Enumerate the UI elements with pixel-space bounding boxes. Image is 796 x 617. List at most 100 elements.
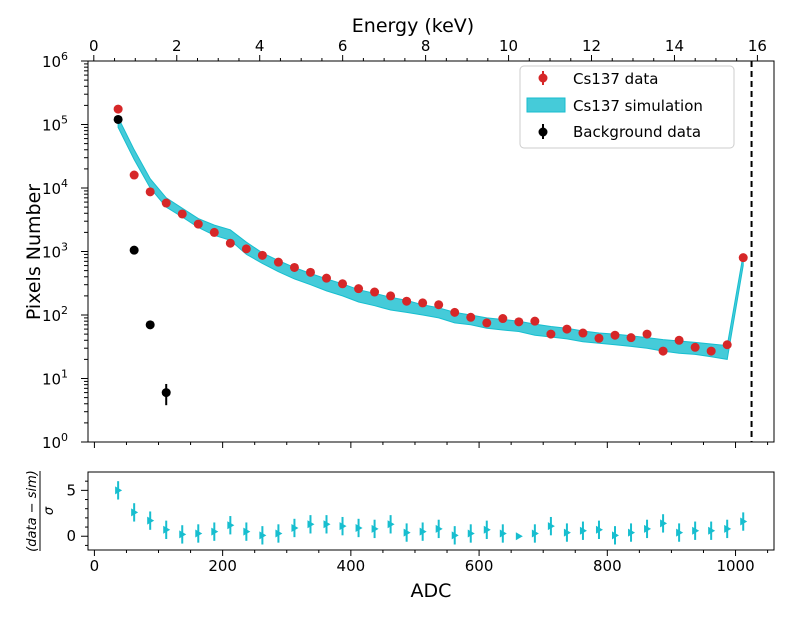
y-tick-exponent: 1 <box>61 368 68 381</box>
legend-label-background-data: Background data <box>573 123 701 141</box>
residual-point <box>387 520 395 529</box>
residual-point <box>179 530 187 539</box>
cs137-data-point <box>530 316 540 326</box>
residual-point <box>419 527 427 536</box>
top-x-tick-label: 16 <box>748 37 767 55</box>
y-tick-label: 100 <box>42 431 68 452</box>
residual-x-tick-label: 600 <box>465 557 494 575</box>
cs137-data-point <box>578 328 588 338</box>
legend-box <box>519 65 735 149</box>
residual-point <box>307 520 315 529</box>
top-x-tick-label: 4 <box>255 37 265 55</box>
residual-point <box>628 528 636 537</box>
residual-ylabel-numerator: (data − sim) <box>25 470 40 552</box>
residual-point <box>531 529 539 538</box>
background-data-point <box>161 388 171 398</box>
cs137-data-point <box>658 346 668 356</box>
top-x-tick-label: 2 <box>172 37 182 55</box>
cs137-data-point <box>241 244 251 254</box>
bottom-x-axis-ticks <box>93 442 769 448</box>
cs137-data-point <box>626 333 636 343</box>
cs137-data-point <box>161 198 171 208</box>
residual-point <box>275 529 283 538</box>
residual-point <box>515 532 523 541</box>
cs137-data-point <box>434 300 444 310</box>
residual-point <box>291 523 299 532</box>
cs137-data-point <box>129 170 139 180</box>
residual-point <box>724 524 732 533</box>
cs137-data-point <box>305 267 315 277</box>
top-x-tick-label: 12 <box>582 37 601 55</box>
cs137-data-point <box>418 298 428 308</box>
y-axis-title: Pixels Number <box>23 184 45 320</box>
cs137-data-point <box>209 227 219 237</box>
y-tick-label: 104 <box>42 177 68 198</box>
residual-point <box>467 529 475 538</box>
cs137-data-point <box>562 324 572 334</box>
residual-x-tick-label: 0 <box>90 557 100 575</box>
top-x-axis-ticks: 0 2 4 6 8 10 12 14 16 <box>89 37 767 61</box>
residual-point <box>131 508 139 517</box>
residual-point <box>644 524 652 533</box>
cs137-data-point <box>273 257 283 267</box>
top-x-tick-label: 0 <box>89 37 99 55</box>
background-data-point <box>129 245 139 255</box>
legend-entry-background-data: Background data <box>538 123 701 141</box>
legend-cs137-data-marker <box>538 73 548 83</box>
residual-point <box>403 528 411 537</box>
cs137-data-point <box>145 187 155 197</box>
residual-x-tick-label: 800 <box>593 557 622 575</box>
top-x-tick-label: 6 <box>338 37 348 55</box>
top-axis-title: Energy (keV) <box>352 15 474 37</box>
cs137-data-point <box>498 314 508 324</box>
cs137-data-point <box>690 342 700 352</box>
cs137-data-point <box>738 253 748 263</box>
residual-point <box>163 525 171 534</box>
residual-point <box>612 531 620 540</box>
legend-entry-cs137-simulation: Cs137 simulation <box>526 97 703 115</box>
cs137-data-point <box>594 333 604 343</box>
cs137-data-point <box>289 262 299 272</box>
top-x-tick-label: 10 <box>499 37 518 55</box>
residual-point <box>740 517 748 526</box>
background-data-point <box>113 114 123 124</box>
residual-point <box>259 531 267 540</box>
y-tick-exponent: 0 <box>61 431 68 444</box>
cs137-data-point <box>546 329 556 339</box>
simulation-band-group <box>117 117 744 360</box>
residual-point <box>660 519 668 528</box>
residual-point <box>211 527 219 536</box>
residual-point <box>323 520 331 529</box>
residual-point <box>483 525 491 534</box>
cs137-data-point <box>225 238 235 248</box>
cs137-data-point <box>354 284 364 294</box>
residual-point <box>147 516 155 525</box>
cs137-data-point <box>482 318 492 328</box>
cs137-data-point <box>402 296 412 306</box>
top-x-tick-label: 14 <box>665 37 684 55</box>
residual-point <box>499 529 507 538</box>
y-tick-label: 106 <box>42 50 68 71</box>
residual-point <box>371 524 379 533</box>
cs137-data-point <box>706 346 716 356</box>
legend-entry-cs137-data: Cs137 data <box>538 70 658 88</box>
background-data-point <box>145 320 155 330</box>
residual-y-tick-label: 5 <box>66 481 76 499</box>
cs137-data-point <box>674 335 684 345</box>
simulation-band <box>117 117 744 360</box>
residual-point <box>243 527 251 536</box>
residual-x-tick-label: 1000 <box>716 557 754 575</box>
cs137-data-point <box>257 250 267 260</box>
y-tick-exponent: 2 <box>61 304 68 317</box>
cs137-data-point <box>193 219 203 229</box>
residual-point <box>708 526 716 535</box>
residual-point <box>435 524 443 533</box>
cs137-data-point <box>386 291 396 301</box>
residual-points-group <box>115 481 748 545</box>
cs137-data-point <box>450 307 460 317</box>
cs137-data-point <box>722 340 732 350</box>
cs137-data-point <box>642 329 652 339</box>
data-points-group <box>113 104 748 406</box>
residual-point <box>355 523 363 532</box>
